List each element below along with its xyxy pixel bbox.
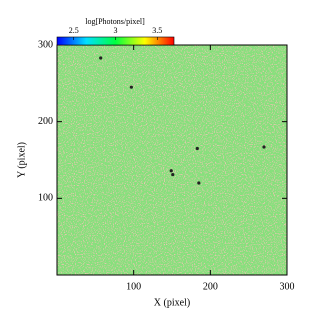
colorbar-tick-label: 2.5 bbox=[69, 26, 79, 35]
source bbox=[169, 169, 173, 173]
plot-area bbox=[57, 45, 287, 275]
y-axis-label: Y (pixel) bbox=[16, 142, 27, 178]
colorbar-tick-label: 3 bbox=[114, 26, 118, 35]
source bbox=[99, 56, 103, 60]
y-tick-label: 300 bbox=[38, 39, 53, 50]
source bbox=[195, 146, 199, 151]
image-noise bbox=[57, 45, 287, 275]
x-axis-label: X (pixel) bbox=[154, 297, 190, 308]
source bbox=[262, 145, 266, 149]
y-tick-label: 200 bbox=[38, 116, 53, 127]
y-tick-label: 100 bbox=[38, 193, 53, 204]
source bbox=[171, 172, 175, 177]
colorbar-tick-label: 3.5 bbox=[152, 26, 162, 35]
x-tick-label: 200 bbox=[203, 281, 218, 292]
x-tick-label: 100 bbox=[126, 281, 141, 292]
x-tick-label: 300 bbox=[280, 281, 295, 292]
colorbar-label: log[Photons/pixel] bbox=[85, 17, 145, 26]
source bbox=[129, 85, 133, 89]
chart: X (pixel) Y (pixel) log[Photons/pixel] 1… bbox=[16, 17, 295, 308]
source bbox=[197, 181, 201, 185]
